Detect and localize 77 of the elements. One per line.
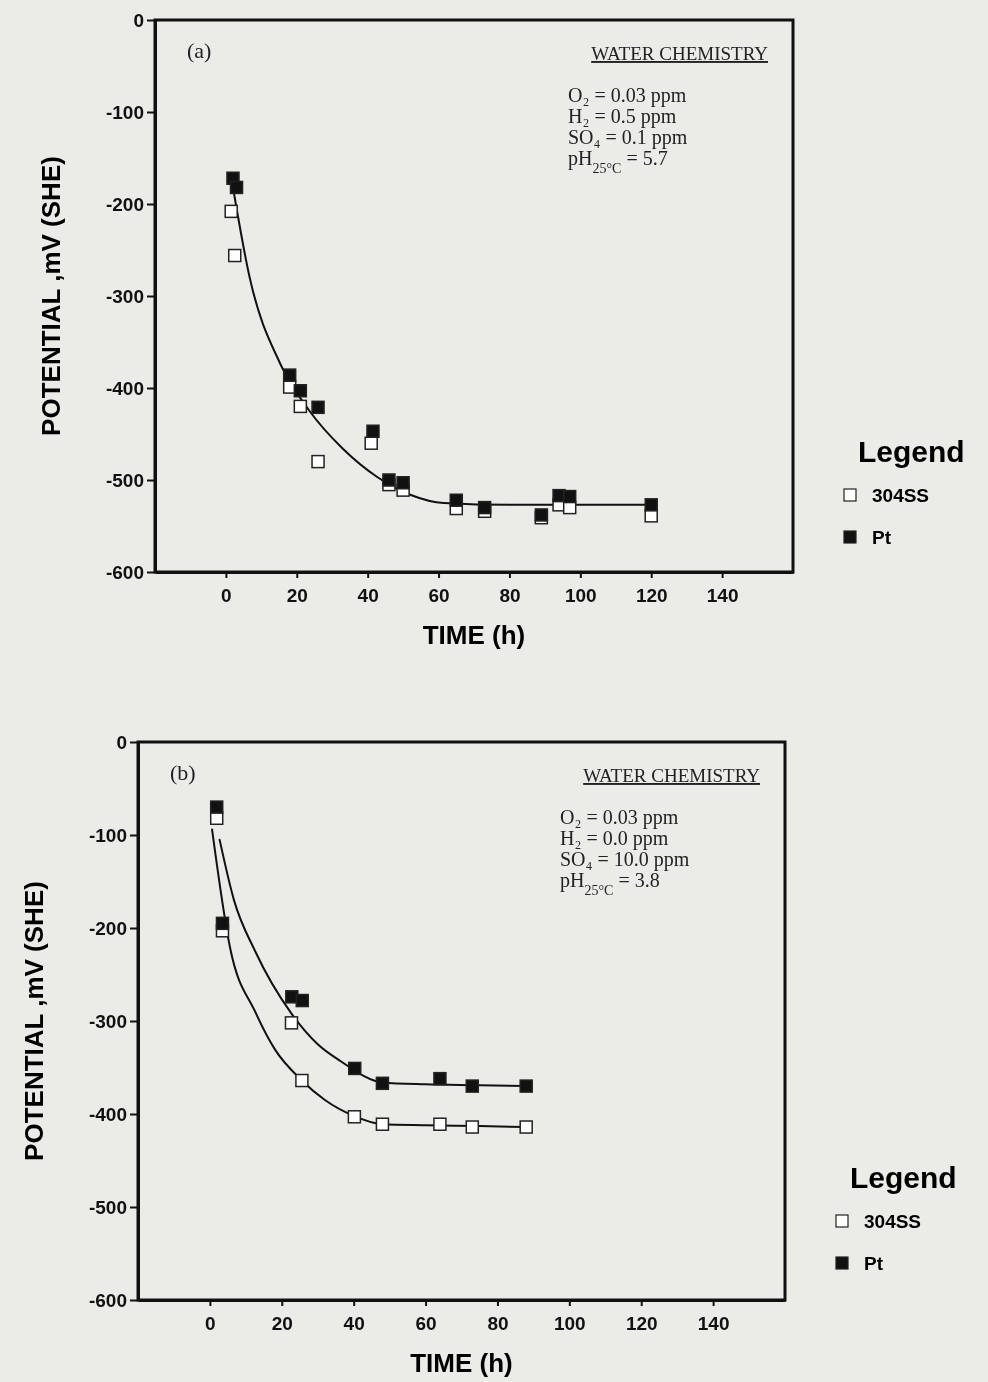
- x-tick-label: 60: [428, 584, 450, 606]
- x-tick-label: 20: [286, 584, 308, 606]
- y-tick-label: -500: [105, 469, 144, 491]
- x-tick-label: 0: [221, 584, 232, 606]
- point: [562, 489, 577, 504]
- y-tick-label: -500: [88, 1196, 127, 1218]
- point: [382, 473, 396, 487]
- annotation: (a): [187, 38, 212, 63]
- x-tick-label: 20: [271, 1312, 293, 1334]
- point: [375, 1076, 390, 1091]
- y-tick-label: 0: [133, 9, 144, 31]
- point: [295, 1073, 309, 1088]
- point: [449, 493, 464, 507]
- point: [293, 384, 308, 398]
- point: [215, 916, 230, 931]
- y-tick-label: -200: [88, 917, 127, 939]
- point: [228, 248, 242, 263]
- point: [293, 399, 308, 414]
- point: [366, 424, 380, 438]
- y-tick-label: -100: [88, 824, 127, 846]
- legend-label: Pt: [864, 1253, 884, 1274]
- point: [229, 180, 244, 195]
- point: [348, 1061, 362, 1076]
- x-tick-label: 100: [553, 1312, 586, 1334]
- point: [311, 400, 325, 415]
- point: [224, 204, 238, 219]
- y-tick-label: -400: [88, 1103, 127, 1125]
- annotation: O₂ = 0.03 ppm: [568, 84, 687, 107]
- point: [347, 1110, 362, 1124]
- x-tick-label: 120: [625, 1312, 658, 1334]
- legend-label: 304SS: [872, 485, 930, 506]
- y-tick-label: -600: [105, 561, 144, 583]
- legend-label: Pt: [872, 527, 892, 548]
- y-tick-label: -400: [105, 377, 144, 399]
- x-tick-label: 0: [205, 1312, 216, 1334]
- x-tick-label: 80: [487, 1312, 509, 1334]
- legend-title: Legend: [850, 1161, 957, 1194]
- point: [465, 1079, 480, 1093]
- point: [519, 1079, 533, 1093]
- x-tick-label: 140: [697, 1312, 730, 1334]
- x-tick-label: 60: [415, 1312, 437, 1334]
- y-tick-label: -600: [88, 1289, 127, 1311]
- x-tick-label: 40: [343, 1312, 365, 1334]
- point: [477, 500, 492, 515]
- y-tick-label: -200: [105, 193, 144, 215]
- x-axis-title: TIME (h): [422, 620, 526, 650]
- point: [519, 1120, 533, 1134]
- x-tick-label: 140: [706, 584, 739, 606]
- point: [209, 800, 224, 814]
- y-axis-title: POTENTIAL ,mV (SHE): [36, 156, 66, 436]
- point: [644, 498, 658, 512]
- x-tick-label: 120: [635, 584, 668, 606]
- point: [465, 1120, 480, 1134]
- point: [364, 436, 378, 450]
- point: [282, 368, 297, 382]
- point: [433, 1117, 447, 1131]
- x-axis-title: TIME (h): [410, 1348, 513, 1378]
- annotation: WATER CHEMISTRY: [583, 765, 761, 786]
- point: [375, 1117, 390, 1131]
- point: [284, 1016, 299, 1030]
- legend-title: Legend: [858, 435, 965, 468]
- annotation: O₂ = 0.03 ppm: [560, 806, 679, 829]
- point: [396, 476, 410, 490]
- annotation: (b): [170, 760, 196, 785]
- x-tick-label: 100: [564, 584, 597, 606]
- point: [295, 993, 310, 1008]
- annotation: WATER CHEMISTRY: [591, 43, 769, 64]
- y-axis-title: POTENTIAL ,mV (SHE): [19, 881, 49, 1161]
- x-tick-label: 40: [357, 584, 379, 606]
- point: [433, 1071, 447, 1086]
- y-tick-label: -300: [105, 285, 144, 307]
- legend-label: 304SS: [864, 1211, 922, 1232]
- x-tick-label: 80: [499, 584, 521, 606]
- y-tick-label: 0: [116, 731, 127, 753]
- y-tick-label: -100: [105, 101, 144, 123]
- point: [311, 454, 325, 469]
- y-tick-label: -300: [88, 1010, 127, 1032]
